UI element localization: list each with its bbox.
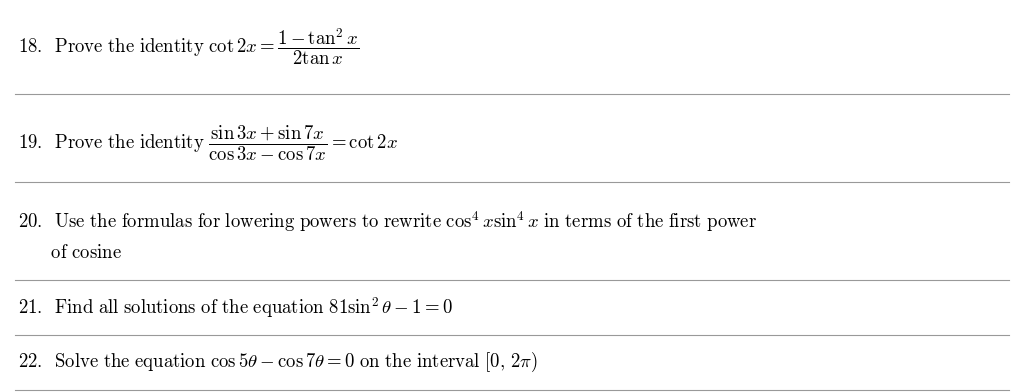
Text: $19.\;\;\mathrm{Prove\ the\ identity\ }\dfrac{\sin 3x+\sin 7x}{\cos 3x-\cos 7x} : $19.\;\;\mathrm{Prove\ the\ identity\ }\… (18, 123, 398, 163)
Text: $21.\;\;\mathrm{Find\ all\ solutions\ of\ the\ equation\ }81\sin^2\theta - 1 = 0: $21.\;\;\mathrm{Find\ all\ solutions\ of… (18, 295, 454, 320)
Text: $18.\;\;\mathrm{Prove\ the\ identity\ }\cot 2x = \dfrac{1-\tan^2 x}{2\tan x}$: $18.\;\;\mathrm{Prove\ the\ identity\ }\… (18, 27, 359, 67)
Text: $22.\;\;\mathrm{Solve\ the\ equation\ }\cos 5\theta - \cos 7\theta = 0\mathrm{\ : $22.\;\;\mathrm{Solve\ the\ equation\ }\… (18, 351, 539, 374)
Text: $20.\;\;\mathrm{Use\ the\ formulas\ for\ lowering\ powers\ to\ rewrite\ }\cos^4 : $20.\;\;\mathrm{Use\ the\ formulas\ for\… (18, 209, 758, 234)
Text: $\quad\quad\mathrm{of\ cosine}$: $\quad\quad\mathrm{of\ cosine}$ (18, 244, 123, 262)
